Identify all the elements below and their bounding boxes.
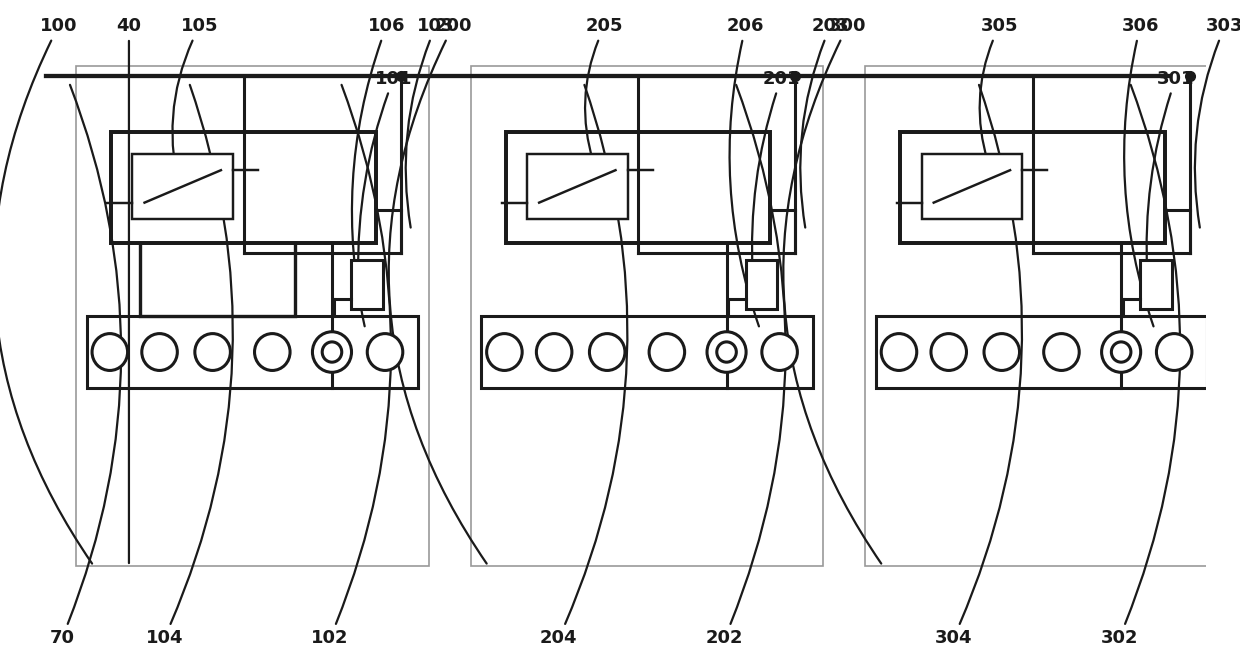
Text: 301: 301 <box>1147 70 1194 274</box>
Text: 70: 70 <box>50 85 122 647</box>
Text: 103: 103 <box>405 17 455 228</box>
Text: 204: 204 <box>541 85 627 647</box>
Text: 104: 104 <box>145 85 233 647</box>
Bar <box>921 154 1022 219</box>
Bar <box>866 66 1218 566</box>
Text: 105: 105 <box>172 17 218 195</box>
Circle shape <box>312 332 351 372</box>
Circle shape <box>1101 332 1141 372</box>
Polygon shape <box>936 150 1063 186</box>
Circle shape <box>322 342 342 362</box>
Text: 102: 102 <box>311 85 391 647</box>
Circle shape <box>761 334 797 370</box>
Circle shape <box>931 334 966 370</box>
Bar <box>351 260 383 309</box>
Circle shape <box>1111 342 1131 362</box>
Circle shape <box>589 334 625 370</box>
Text: 201: 201 <box>751 70 800 274</box>
Circle shape <box>195 334 231 370</box>
Bar <box>506 132 770 243</box>
Bar <box>1141 260 1172 309</box>
Text: 206: 206 <box>727 17 765 326</box>
Polygon shape <box>541 150 668 186</box>
Circle shape <box>717 342 737 362</box>
Circle shape <box>1044 334 1079 370</box>
Text: 101: 101 <box>358 70 412 274</box>
Text: 200: 200 <box>388 17 486 564</box>
Bar <box>527 154 627 219</box>
Circle shape <box>367 334 403 370</box>
Circle shape <box>985 334 1019 370</box>
Bar <box>875 316 1208 388</box>
Circle shape <box>486 334 522 370</box>
Text: 302: 302 <box>1100 85 1180 647</box>
Circle shape <box>649 334 684 370</box>
Bar <box>471 66 823 566</box>
Bar <box>112 132 376 243</box>
Circle shape <box>254 334 290 370</box>
Text: 305: 305 <box>980 17 1018 162</box>
Circle shape <box>707 332 746 372</box>
Text: 40: 40 <box>117 17 141 563</box>
Text: 205: 205 <box>585 17 624 162</box>
Text: 304: 304 <box>935 85 1022 647</box>
Text: 202: 202 <box>706 85 786 647</box>
Polygon shape <box>146 150 274 186</box>
Circle shape <box>882 334 916 370</box>
Text: 100: 100 <box>0 17 92 564</box>
Bar <box>76 66 429 566</box>
Bar <box>481 316 812 388</box>
Text: 106: 106 <box>352 17 405 326</box>
Circle shape <box>1157 334 1192 370</box>
Text: 203: 203 <box>800 17 849 228</box>
Bar <box>133 154 233 219</box>
Text: 303: 303 <box>1195 17 1240 228</box>
Bar <box>900 132 1166 243</box>
Circle shape <box>92 334 128 370</box>
Circle shape <box>141 334 177 370</box>
Bar <box>87 316 418 388</box>
Circle shape <box>537 334 572 370</box>
Bar <box>140 191 295 316</box>
Text: 306: 306 <box>1121 17 1159 326</box>
Bar <box>745 260 777 309</box>
Text: 300: 300 <box>784 17 882 564</box>
